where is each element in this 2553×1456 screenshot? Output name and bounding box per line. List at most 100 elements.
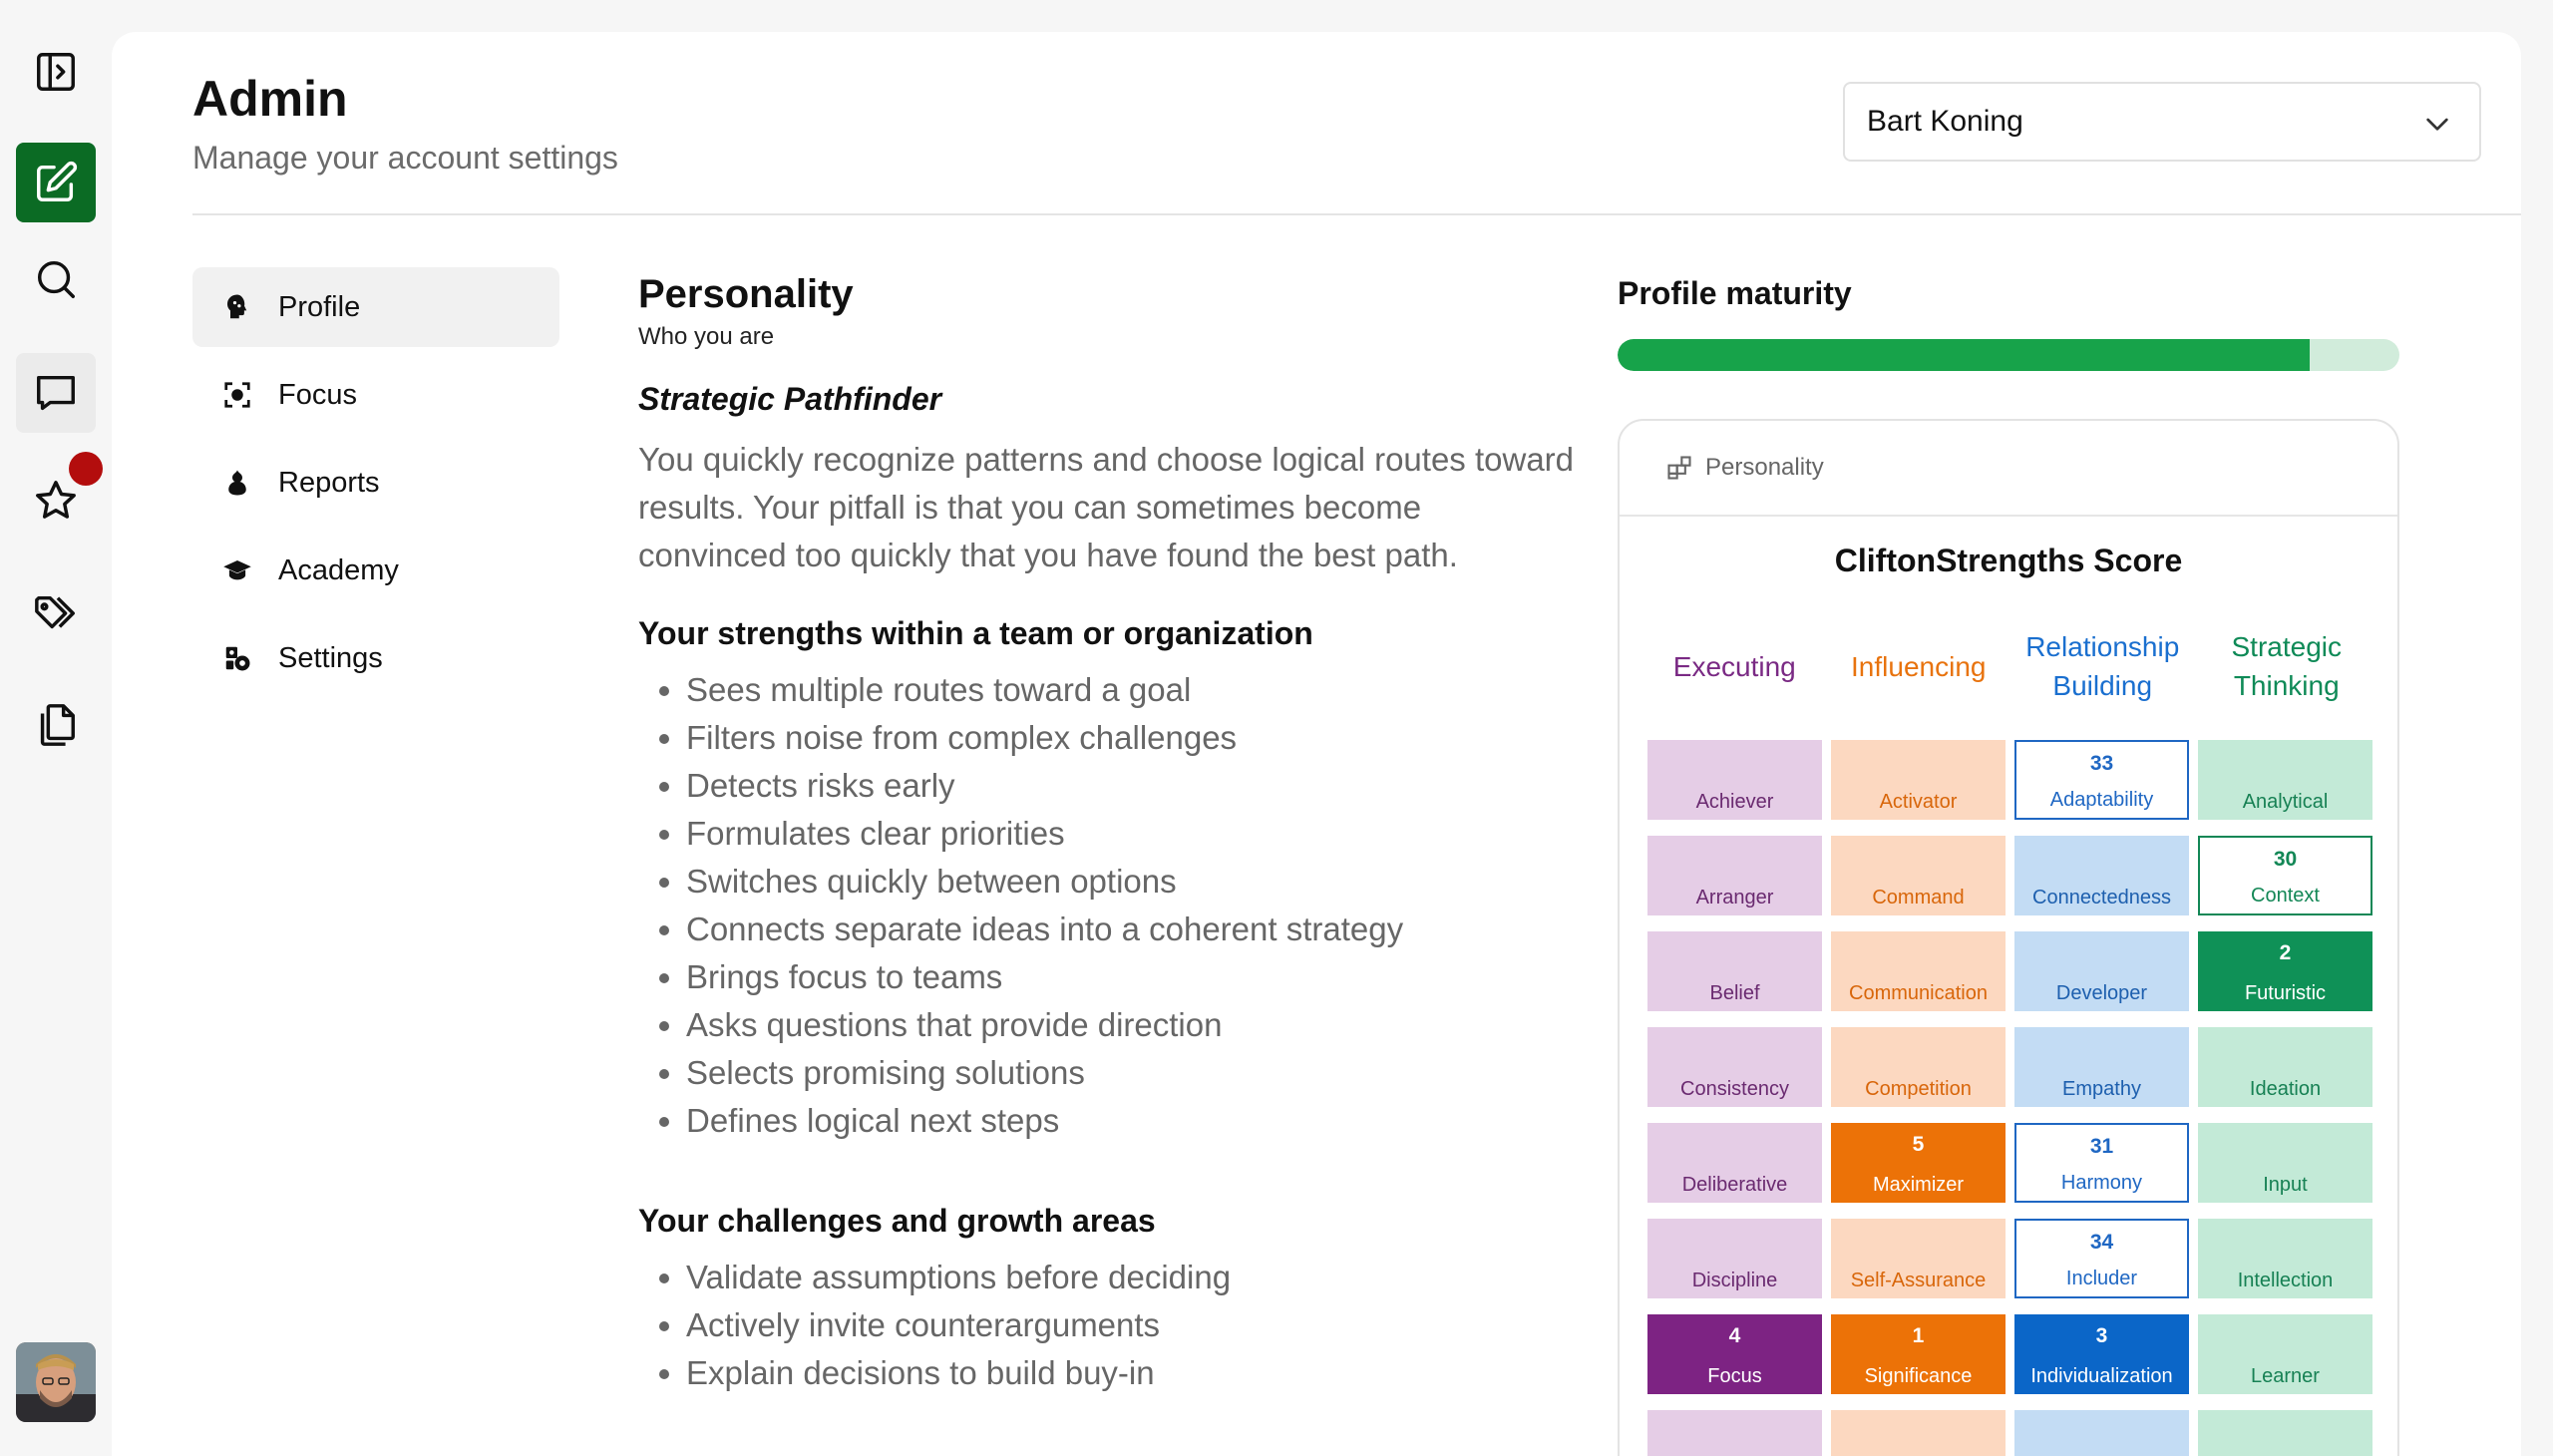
strength-cell[interactable]: Competition	[1831, 1027, 2006, 1107]
strength-cell[interactable]: Activator	[1831, 740, 2006, 820]
user-select[interactable]: Bart Koning	[1843, 82, 2481, 162]
strength-cell[interactable]: Intellection	[2198, 1219, 2372, 1298]
strength-cell[interactable]: Achiever	[1647, 740, 1822, 820]
list-item: Actively invite counterarguments	[686, 1301, 1576, 1349]
subnav-item-profile[interactable]: Profile	[192, 267, 559, 347]
strength-cell[interactable]: WOO	[1831, 1410, 2006, 1456]
documents-button[interactable]	[16, 685, 96, 765]
clifton-domain-headers: Executing Influencing Relationship Build…	[1647, 618, 2373, 714]
list-item: Defines logical next steps	[686, 1097, 1576, 1145]
strength-cell[interactable]: Ideation	[2198, 1027, 2372, 1107]
documents-icon	[40, 704, 75, 746]
list-item: Asks questions that provide direction	[686, 1001, 1576, 1049]
strength-name: Achiever	[1695, 791, 1774, 813]
left-rail	[0, 0, 112, 1456]
strength-cell[interactable]: Self-Assurance	[1831, 1219, 2006, 1298]
strength-cell[interactable]: Connectedness	[2014, 836, 2189, 915]
list-item: Switches quickly between options	[686, 858, 1576, 906]
strength-name: Connectedness	[2032, 887, 2171, 909]
strength-rank: 3	[2095, 1324, 2108, 1347]
graduation-cap-icon	[222, 555, 252, 585]
subnav-item-label: Settings	[278, 641, 383, 674]
strength-cell[interactable]: Positivity	[2014, 1410, 2189, 1456]
strength-cell[interactable]: 34 Includer	[2014, 1219, 2189, 1298]
profile-maturity-fill	[1618, 339, 2310, 371]
strength-cell[interactable]: 31 Harmony	[2014, 1123, 2189, 1203]
strength-cell[interactable]: 5 Maximizer	[1831, 1123, 2006, 1203]
subnav-item-settings[interactable]: Settings	[192, 618, 559, 698]
strength-name: Developer	[2055, 982, 2148, 1004]
strength-cell[interactable]: 1 Significance	[1831, 1314, 2006, 1394]
search-icon	[37, 260, 75, 298]
subnav-item-reports[interactable]: Reports	[192, 443, 559, 523]
profile-maturity-title: Profile maturity	[1618, 275, 1852, 311]
strength-cell[interactable]: Command	[1831, 836, 2006, 915]
strength-name: Deliberative	[1681, 1174, 1788, 1196]
personality-title: Personality	[638, 272, 854, 316]
page-subtitle: Manage your account settings	[192, 140, 618, 176]
strength-cell[interactable]: 2 Futuristic	[2198, 931, 2372, 1011]
clifton-title: CliftonStrengths Score	[1834, 543, 2183, 578]
strength-cell[interactable]: Analytical	[2198, 740, 2372, 820]
strength-name: Communication	[1849, 982, 1988, 1004]
strength-name: Learner	[2251, 1365, 2320, 1387]
clifton-card: Personality CliftonStrengths Score Execu…	[1618, 419, 2399, 1456]
list-item: Filters noise from complex challenges	[686, 714, 1576, 762]
favorites-button[interactable]	[16, 461, 96, 541]
domain-header-strategic-thinking: Strategic Thinking	[2231, 631, 2343, 701]
strength-name: Analytical	[2242, 791, 2329, 813]
main-panel: Admin Manage your account settings Bart …	[112, 32, 2521, 1456]
list-item: Brings focus to teams	[686, 953, 1576, 1001]
sidebar-toggle-button[interactable]	[16, 32, 96, 112]
search-button[interactable]	[16, 239, 96, 319]
strength-name: Activator	[1879, 791, 1958, 813]
strength-cell[interactable]: Strategic	[2198, 1410, 2372, 1456]
avatar[interactable]	[16, 1342, 96, 1422]
strength-name: Input	[2263, 1174, 2308, 1196]
settings-icon	[222, 643, 252, 673]
strength-cell[interactable]: 4 Focus	[1647, 1314, 1822, 1394]
list-item: Connects separate ideas into a coherent …	[686, 906, 1576, 953]
strength-cell[interactable]: 30 Context	[2198, 836, 2372, 915]
strength-cell[interactable]: Discipline	[1647, 1219, 1822, 1298]
tags-button[interactable]	[16, 573, 96, 653]
strength-name: Arranger	[1695, 887, 1774, 909]
strength-name: Command	[1872, 887, 1965, 909]
strength-cell[interactable]: Communication	[1831, 931, 2006, 1011]
clifton-card-tab[interactable]: Personality	[1620, 421, 2397, 517]
strength-cell[interactable]: 33 Adaptability	[2014, 740, 2189, 820]
tags-icon	[35, 595, 75, 629]
subnav-item-label: Academy	[278, 553, 399, 586]
personality-subtitle: Who you are	[638, 323, 775, 350]
list-item: Sees multiple routes toward a goal	[686, 666, 1576, 714]
subnav-item-academy[interactable]: Academy	[192, 531, 559, 610]
subnav-item-focus[interactable]: Focus	[192, 355, 559, 435]
strength-cell[interactable]: Developer	[2014, 931, 2189, 1011]
list-item: Detects risks early	[686, 762, 1576, 810]
strength-cell[interactable]: Belief	[1647, 931, 1822, 1011]
strength-name: Significance	[1864, 1365, 1973, 1387]
strength-cell[interactable]: Consistency	[1647, 1027, 1822, 1107]
strength-rank: 4	[1728, 1324, 1741, 1347]
subnav-item-label: Reports	[278, 466, 380, 499]
edit-button[interactable]	[16, 143, 96, 222]
user-select-value: Bart Koning	[1867, 105, 2023, 138]
personality-archetype: Strategic Pathfinder	[638, 381, 942, 417]
clifton-strengths-grid: Achiever Activator 33 Adaptability Analytica…	[1647, 740, 2373, 1456]
personality-section: Personality Who you are Strategic Pathfi…	[638, 267, 1576, 1397]
strength-cell[interactable]: Deliberative	[1647, 1123, 1822, 1203]
list-item: Selects promising solutions	[686, 1049, 1576, 1097]
strength-rank: 1	[1912, 1324, 1925, 1347]
widgets-icon	[1667, 456, 1691, 480]
strength-cell[interactable]: 3 Individualization	[2014, 1314, 2189, 1394]
strength-cell[interactable]: Empathy	[2014, 1027, 2189, 1107]
chat-button[interactable]	[16, 353, 96, 433]
strength-cell[interactable]: Input	[2198, 1123, 2372, 1203]
strength-name: Consistency	[1680, 1078, 1789, 1100]
strength-name: Harmony	[2060, 1172, 2143, 1194]
strength-name: Competition	[1865, 1078, 1972, 1100]
strength-cell[interactable]: Arranger	[1647, 836, 1822, 915]
domain-header-executing: Executing	[1672, 650, 1796, 682]
strength-cell[interactable]: Responsibility	[1647, 1410, 1822, 1456]
strength-cell[interactable]: Learner	[2198, 1314, 2372, 1394]
